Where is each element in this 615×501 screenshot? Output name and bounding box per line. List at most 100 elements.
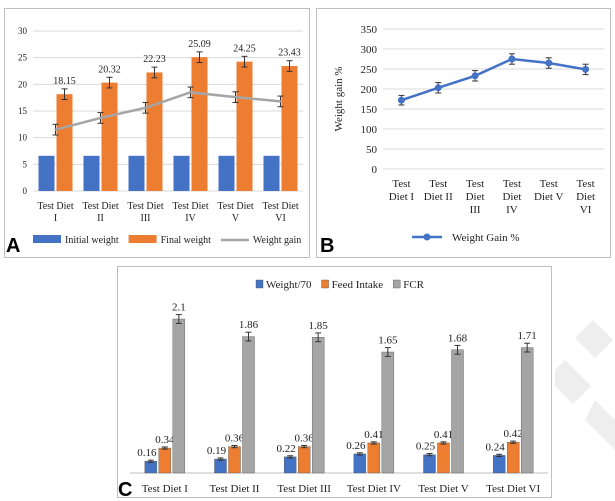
y-tick-label: 100 <box>361 124 378 136</box>
data-label: 0.36 <box>225 433 245 445</box>
bar-fcr <box>311 337 325 474</box>
legend-entry: Weight/70 <box>266 279 312 291</box>
bar-feed-intake <box>297 446 311 474</box>
legend-swatch <box>128 235 157 243</box>
chart-panel-c: 0.16 0.34 2.1 Test Diet I 0.19 0.36 1.86 Test D… <box>117 266 552 498</box>
x-tick-label: Diet I <box>389 191 415 203</box>
legend-swatch <box>321 279 329 289</box>
bar-fcr <box>242 336 255 474</box>
x-tick-label: Test Diet <box>262 201 298 212</box>
data-label: 2.1 <box>172 302 186 314</box>
data-label: 1.85 <box>309 320 329 332</box>
x-tick-label: Test <box>429 178 447 190</box>
chart-panel-a: 0 5 10 15 20 25 30 18.15 Test Diet I 20.32 Test Die… <box>4 8 310 258</box>
y-tick-label: 200 <box>361 84 378 96</box>
y-tick-label: 30 <box>18 26 28 36</box>
x-tick-label: Test Diet <box>37 201 73 212</box>
data-point <box>545 59 553 67</box>
bar-fcr <box>451 349 464 474</box>
data-label: 1.68 <box>448 332 468 344</box>
legend-entry: Final weight <box>161 235 211 246</box>
data-label: 0.26 <box>346 440 366 452</box>
x-tick-label: Diet <box>576 191 595 203</box>
data-label: 1.71 <box>518 330 537 342</box>
x-tick-label: Test Diet <box>217 201 253 212</box>
x-tick-label: IV <box>185 213 196 224</box>
series-line-weight-gain-pct <box>401 57 586 102</box>
bar-feed-intake <box>158 447 172 474</box>
y-tick-label: 5 <box>23 159 28 169</box>
data-point <box>508 55 516 63</box>
bar-final-weight <box>56 94 73 191</box>
x-tick-label: Test <box>392 178 410 190</box>
x-tick-label: Test Diet <box>172 201 208 212</box>
data-point <box>397 96 405 104</box>
y-tick-label: 20 <box>18 79 28 89</box>
y-tick-label: 0 <box>23 186 28 196</box>
data-point <box>234 95 237 99</box>
x-tick-label: Diet <box>502 191 521 203</box>
legend-entry: Weight Gain % <box>452 232 520 244</box>
x-tick-label: Test Diet IV <box>347 483 401 495</box>
series-line-weight-gain <box>55 91 281 131</box>
x-tick-label: Test Diet <box>127 201 163 212</box>
data-label: 0.16 <box>137 447 157 459</box>
data-label: 0.34 <box>155 434 175 446</box>
data-label: 0.22 <box>277 443 296 455</box>
bar-final-weight <box>191 57 208 191</box>
x-tick-label: Test Diet <box>82 201 118 212</box>
bar-final-weight <box>281 66 298 191</box>
bar-feed-intake <box>506 441 520 474</box>
y-tick-label: 0 <box>372 164 378 176</box>
x-tick-label: Test Diet III <box>277 483 331 495</box>
data-label: 1.65 <box>378 335 398 347</box>
x-tick-label: Test Diet I <box>142 483 189 495</box>
bar-final-weight <box>146 72 163 191</box>
bar-initial-weight <box>173 155 190 191</box>
data-point <box>471 72 479 80</box>
x-tick-label: VI <box>580 204 592 216</box>
data-label: 18.15 <box>53 76 76 87</box>
y-tick-label: 10 <box>18 133 28 143</box>
bar-initial-weight <box>128 155 145 191</box>
data-label: 0.25 <box>416 441 436 453</box>
data-point <box>434 84 442 92</box>
x-tick-label: Test <box>576 178 594 190</box>
bar-weight-70 <box>423 454 436 474</box>
bar-fcr <box>381 351 395 474</box>
x-tick-label: IV <box>506 204 518 216</box>
y-tick-label: 50 <box>366 144 378 156</box>
y-tick-label: 15 <box>18 106 28 116</box>
bar-weight-70 <box>144 461 158 474</box>
data-label: 24.25 <box>233 43 256 54</box>
x-tick-label: Test <box>466 178 484 190</box>
x-tick-label: I <box>54 213 57 224</box>
bar-weight-70 <box>283 456 297 474</box>
y-tick-label: 300 <box>361 44 378 56</box>
data-label: 0.41 <box>364 429 383 441</box>
bar-final-weight <box>101 82 118 191</box>
bar-feed-intake <box>228 446 241 474</box>
data-point <box>582 65 590 73</box>
data-point <box>279 100 282 103</box>
data-label: 20.32 <box>98 64 121 75</box>
bar-initial-weight <box>263 155 280 191</box>
data-label: 1.86 <box>239 319 259 331</box>
y-tick-label: 150 <box>361 104 378 116</box>
bar-weight-70 <box>353 453 367 474</box>
watermark-shape <box>555 320 615 450</box>
data-point <box>144 106 147 110</box>
panel-label-c: C <box>118 479 133 501</box>
x-tick-label: Diet II <box>424 191 453 203</box>
x-tick-label: Test Diet II <box>210 483 260 495</box>
data-label: 0.41 <box>434 429 453 441</box>
bar-initial-weight <box>218 155 235 191</box>
data-label: 25.09 <box>188 39 211 50</box>
panel-label-b: B <box>320 235 335 257</box>
x-tick-label: Diet V <box>534 191 563 203</box>
bar-feed-intake <box>367 442 381 474</box>
legend-entry: Feed Intake <box>332 279 384 291</box>
x-tick-label: III <box>141 213 151 224</box>
